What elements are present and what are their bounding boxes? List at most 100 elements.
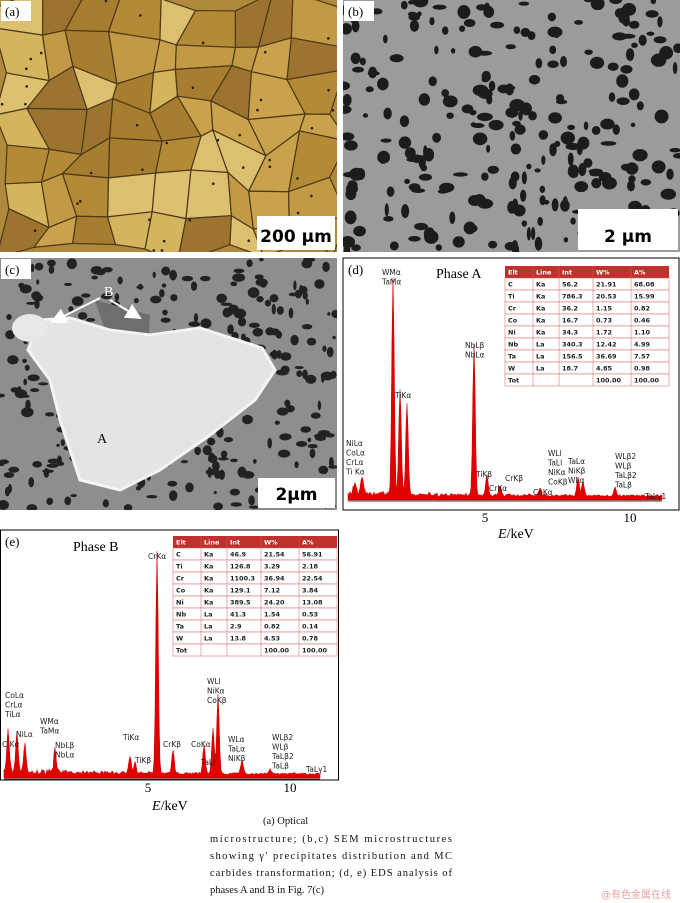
table-header: A% (302, 539, 314, 547)
gamma-prime (200, 318, 212, 329)
x-axis-symbol: E (497, 527, 507, 542)
gamma-prime (185, 482, 194, 493)
peak-label-line: CoLα (5, 691, 24, 700)
table-cell: 46.9 (230, 551, 247, 559)
gamma-prime (38, 382, 49, 386)
precipitate (331, 109, 335, 112)
table-cell: Nb (176, 611, 186, 619)
table-cell: 0.46 (634, 317, 651, 325)
gamma-prime (193, 313, 199, 323)
table-cell: 786.3 (562, 293, 583, 301)
gamma-prime (471, 123, 485, 129)
spectrum-title: Phase A (436, 267, 482, 282)
gamma-prime (560, 131, 575, 145)
gamma-prime (31, 291, 42, 301)
table-cell: 2.9 (230, 623, 242, 631)
precipitate (135, 123, 139, 127)
gamma-prime (241, 333, 246, 341)
precipitate (327, 37, 330, 40)
peak-label-line: NiKα (207, 687, 225, 696)
table-cell: 3.29 (264, 563, 281, 571)
gamma-prime (213, 502, 223, 510)
gamma-prime (389, 241, 399, 251)
gamma-prime (620, 65, 633, 74)
gamma-prime (180, 460, 189, 464)
table-cell: Ka (536, 293, 545, 301)
gamma-prime (7, 355, 19, 365)
table-cell: 126.8 (230, 563, 251, 571)
gamma-prime (490, 21, 505, 29)
micrograph-a (0, 0, 337, 252)
grain (107, 172, 157, 218)
gamma-prime (328, 456, 334, 468)
gamma-prime (449, 211, 456, 224)
gamma-prime (418, 173, 433, 181)
gamma-prime (29, 388, 40, 393)
peak-label: CoKα (533, 488, 553, 497)
gamma-prime (351, 244, 361, 252)
gamma-prime (214, 469, 221, 479)
gamma-prime (322, 261, 330, 272)
gamma-prime (418, 93, 431, 106)
table-cell: Tot (176, 647, 187, 655)
gamma-prime (584, 49, 593, 55)
gamma-prime (81, 293, 91, 298)
gamma-prime (630, 122, 636, 128)
table-cell: W (508, 365, 515, 373)
gamma-prime (384, 203, 389, 217)
table-header: W% (596, 269, 610, 277)
gamma-prime (383, 107, 392, 120)
table-cell: Ka (536, 281, 545, 289)
peak-label-line: TaLγ1 (644, 492, 667, 501)
gamma-prime (318, 465, 329, 475)
arrow (109, 299, 142, 320)
table-cell: Tot (508, 377, 519, 385)
gamma-prime (383, 34, 388, 44)
gamma-prime (509, 130, 516, 141)
gamma-prime (628, 20, 640, 29)
gamma-prime (555, 99, 568, 105)
gamma-prime (548, 112, 562, 124)
gamma-prime (549, 143, 557, 157)
peak-label-line: TiLα (4, 710, 21, 719)
gamma-prime (531, 226, 536, 240)
peak-label-line: CoKβ (207, 696, 227, 705)
micrograph-c (0, 258, 337, 510)
peak-label-line: TaMα (381, 278, 401, 287)
gamma-prime (450, 48, 456, 54)
panel-label-bg (1, 259, 31, 279)
gamma-prime (30, 263, 35, 273)
caption-line: microstructure; (b,c) SEM microstructure… (210, 834, 452, 845)
gamma-prime (443, 96, 451, 101)
gamma-prime (169, 269, 177, 281)
precipitate (141, 168, 144, 172)
gamma-prime (590, 0, 605, 11)
gamma-prime (161, 283, 167, 288)
gamma-prime (549, 45, 557, 55)
table-cell: Nb (508, 341, 518, 349)
table-cell: 41.3 (230, 611, 246, 619)
gamma-prime (446, 112, 454, 119)
precipitate (263, 50, 267, 54)
gamma-prime (28, 477, 35, 488)
gamma-prime (452, 172, 468, 177)
gamma-prime (229, 488, 240, 496)
table-cell: La (204, 635, 213, 643)
grain (178, 215, 233, 252)
gamma-prime (504, 241, 517, 251)
gamma-prime (628, 175, 636, 183)
grain (288, 176, 337, 222)
gamma-prime (102, 499, 109, 508)
gamma-prime (591, 125, 601, 135)
gamma-prime (218, 457, 229, 461)
gamma-prime (414, 222, 428, 231)
gamma-prime (207, 454, 218, 464)
gamma-prime (632, 148, 648, 162)
precipitate (24, 102, 27, 106)
table-cell: 1.54 (264, 611, 281, 619)
gamma-prime (307, 444, 318, 449)
gamma-prime (328, 465, 337, 469)
gamma-prime (618, 11, 630, 24)
peak-label-line: WLl (548, 449, 562, 458)
gamma-prime (3, 472, 15, 478)
